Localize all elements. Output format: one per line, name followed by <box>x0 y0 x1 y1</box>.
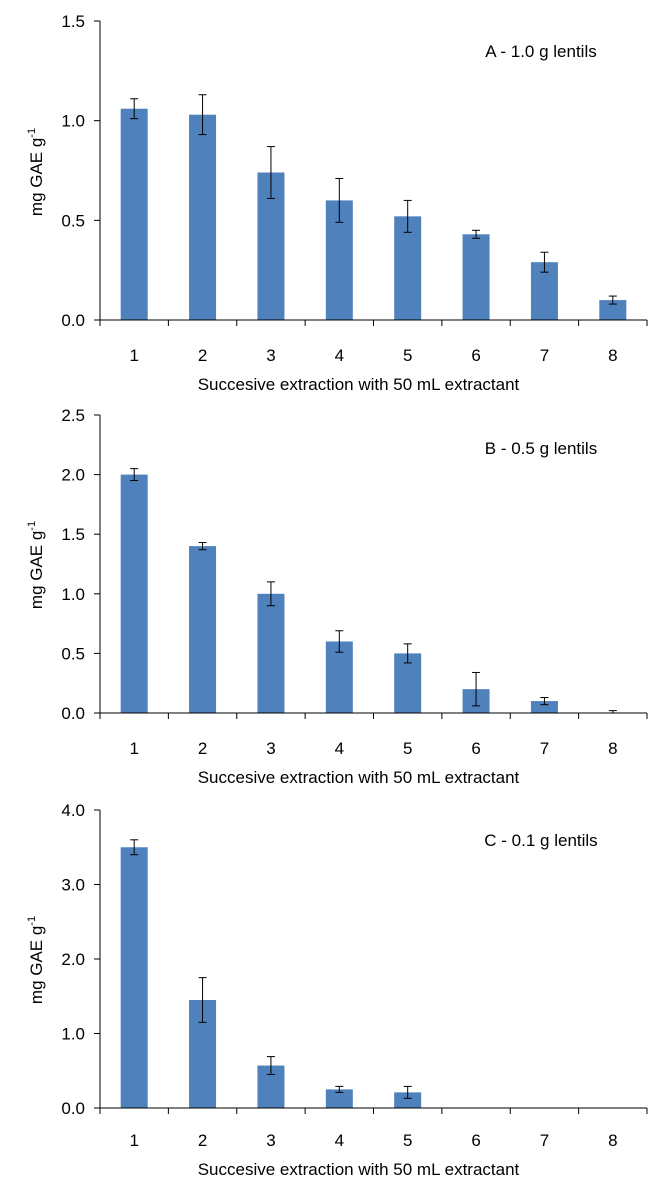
error-bar-8 <box>608 295 617 305</box>
error-bar-2 <box>198 94 207 136</box>
bar-1 <box>120 108 148 321</box>
chart-panel-3: 0.0 1.0 2.0 3.0 4.0 1 2 3 4 5 6 7 8 Succesive extract… <box>26 801 648 1179</box>
bar-8 <box>599 300 627 320</box>
y-axis-title-base: mg GAE g <box>27 531 46 609</box>
x-tick-label: 2 <box>198 1131 207 1150</box>
x-tick-label: 6 <box>471 739 480 758</box>
y-axis-title-superscript: -1 <box>26 521 38 531</box>
x-tick-label: 3 <box>266 1131 275 1150</box>
error-bar-6 <box>472 671 481 707</box>
x-tick-label: 6 <box>471 1131 480 1150</box>
x-tick-label: 1 <box>129 346 138 365</box>
y-axis-title-base: mg GAE g <box>27 138 46 216</box>
panel-title: B - 0.5 g lentils <box>485 439 597 458</box>
error-bar-5 <box>403 1085 412 1099</box>
error-bar-1 <box>130 468 139 482</box>
y-tick-label: 2.5 <box>61 406 85 425</box>
chart-panel-1: 0.0 0.5 1.0 1.5 1 2 3 4 5 6 7 8 Succesive extraction… <box>26 12 648 394</box>
x-axis-title: Succesive extraction with 50 mL extracta… <box>198 1160 520 1179</box>
x-tick-label: 1 <box>129 739 138 758</box>
y-tick-label: 2.0 <box>61 950 85 969</box>
error-bar-4 <box>335 630 344 653</box>
error-bar-7 <box>540 251 549 273</box>
bar-2 <box>189 114 217 320</box>
panel-title: C - 0.1 g lentils <box>484 831 597 850</box>
y-axis-title: mg GAE g-1 <box>26 128 46 216</box>
x-axis-title: Succesive extraction with 50 mL extracta… <box>198 375 520 394</box>
error-bar-1 <box>130 839 139 856</box>
y-tick-label: 0.0 <box>61 311 85 330</box>
x-tick-label: 7 <box>540 1131 549 1150</box>
bar-3 <box>257 593 285 713</box>
y-tick-label: 0.0 <box>61 1099 85 1118</box>
y-tick-label: 4.0 <box>61 801 85 820</box>
chart-panel-2: 0.0 0.5 1.0 1.5 2.0 2.5 1 2 3 4 5 6 7 8 Succesive extr… <box>26 406 648 787</box>
bar-4 <box>325 641 353 713</box>
y-axis-title: mg GAE g-1 <box>26 521 46 609</box>
error-bar-4 <box>335 1085 344 1093</box>
y-tick-label: 1.5 <box>61 12 85 31</box>
bar-7 <box>530 701 558 713</box>
x-axis-title: Succesive extraction with 50 mL extracta… <box>198 768 520 787</box>
y-axis-title-base: mg GAE g <box>27 926 46 1004</box>
x-tick-label: 6 <box>471 346 480 365</box>
x-tick-label: 4 <box>335 739 344 758</box>
error-bar-5 <box>403 199 412 233</box>
error-bar-2 <box>198 542 207 551</box>
bar-2 <box>189 546 217 713</box>
x-tick-label: 5 <box>403 1131 412 1150</box>
x-tick-label: 5 <box>403 739 412 758</box>
bar-4 <box>325 1089 353 1109</box>
error-bar-2 <box>198 977 207 1023</box>
x-tick-label: 8 <box>608 1131 617 1150</box>
error-bar-5 <box>403 643 412 664</box>
error-bar-3 <box>266 581 275 607</box>
error-bar-1 <box>130 98 139 120</box>
error-bar-7 <box>540 697 549 706</box>
x-tick-label: 3 <box>266 346 275 365</box>
y-axis-title: mg GAE g-1 <box>26 916 46 1004</box>
x-tick-label: 4 <box>335 1131 344 1150</box>
y-tick-label: 1.5 <box>61 525 85 544</box>
bar-5 <box>394 1092 422 1108</box>
x-tick-label: 8 <box>608 739 617 758</box>
x-tick-label: 4 <box>335 346 344 365</box>
error-bar-6 <box>472 229 481 239</box>
y-tick-label: 0.5 <box>61 644 85 663</box>
x-tick-label: 8 <box>608 346 617 365</box>
x-tick-label: 5 <box>403 346 412 365</box>
error-bar-4 <box>335 177 344 223</box>
panel-title: A - 1.0 g lentils <box>485 42 597 61</box>
y-tick-label: 0.0 <box>61 704 85 723</box>
x-tick-label: 3 <box>266 739 275 758</box>
bar-1 <box>120 474 148 713</box>
y-tick-label: 3.0 <box>61 876 85 895</box>
bar-5 <box>394 216 422 320</box>
x-tick-label: 7 <box>540 346 549 365</box>
y-tick-label: 2.0 <box>61 466 85 485</box>
x-tick-label: 2 <box>198 739 207 758</box>
y-tick-label: 0.5 <box>61 211 85 230</box>
y-axis-title-superscript: -1 <box>26 128 38 138</box>
bar-1 <box>120 847 148 1108</box>
y-tick-label: 1.0 <box>61 585 85 604</box>
y-axis-title-superscript: -1 <box>26 916 38 926</box>
y-tick-label: 1.0 <box>61 1025 85 1044</box>
error-bar-3 <box>266 1056 275 1075</box>
error-bar-3 <box>266 146 275 199</box>
y-tick-label: 1.0 <box>61 112 85 131</box>
x-tick-label: 1 <box>129 1131 138 1150</box>
bar-6 <box>462 234 490 320</box>
x-tick-label: 2 <box>198 346 207 365</box>
x-tick-label: 7 <box>540 739 549 758</box>
